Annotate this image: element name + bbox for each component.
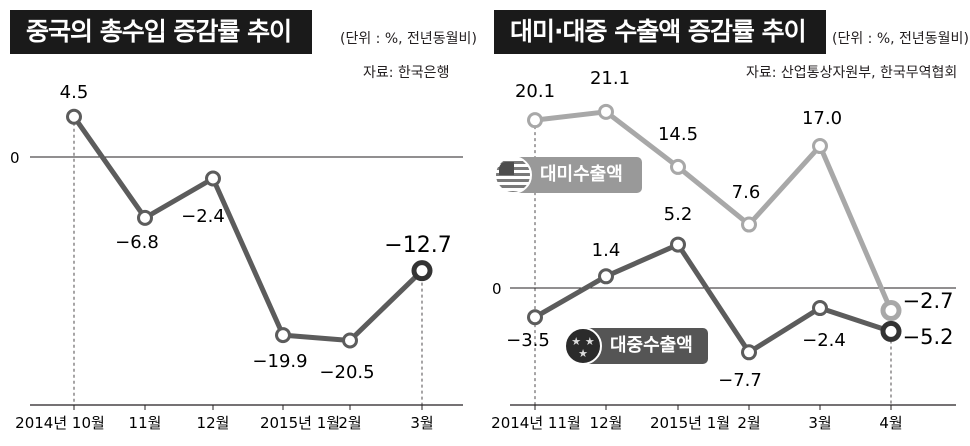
data-point bbox=[275, 327, 291, 344]
y-zero-label: 0 bbox=[10, 149, 20, 167]
x-tick-label: 2015년 1월 bbox=[260, 414, 340, 432]
data-label: 7.6 bbox=[732, 182, 761, 203]
chart-source: 자료: 한국은행 bbox=[363, 65, 450, 81]
data-label: −2.4 bbox=[181, 206, 225, 227]
chart-unit: (단위 : %, 전년동월비) bbox=[340, 31, 477, 47]
series-line bbox=[534, 109, 894, 312]
data-label: 20.1 bbox=[515, 81, 555, 102]
legend-china-exports: ★ ★ ★ 대중수출액 bbox=[564, 327, 708, 365]
data-label: 5.2 bbox=[664, 204, 693, 225]
us-flag-icon bbox=[494, 156, 532, 194]
data-point bbox=[741, 216, 757, 233]
data-label: 21.1 bbox=[590, 68, 630, 89]
data-point bbox=[527, 309, 543, 326]
x-tick-label: 2014년 11월 bbox=[491, 414, 581, 432]
data-label: −7.7 bbox=[718, 370, 762, 391]
chart-panel-china-imports: 중국의 총수입 증감률 추이 (단위 : %, 전년동월비) 자료: 한국은행 bbox=[0, 0, 478, 446]
x-tick-label: 2014년 10월 bbox=[15, 414, 105, 432]
data-label: −6.8 bbox=[115, 232, 159, 253]
data-label: −5.2 bbox=[903, 325, 954, 349]
data-label: −2.4 bbox=[802, 330, 846, 351]
data-point bbox=[741, 344, 757, 361]
data-point bbox=[598, 268, 614, 285]
data-label: 4.5 bbox=[60, 82, 89, 103]
x-tick-label: 3월 bbox=[808, 414, 831, 432]
data-label: 1.4 bbox=[592, 240, 621, 261]
data-point bbox=[812, 138, 828, 155]
x-tick-label: 12월 bbox=[590, 414, 623, 432]
chart-unit: (단위 : %, 전년동월비) bbox=[832, 31, 969, 47]
data-label: −19.9 bbox=[252, 351, 307, 372]
x-tick-label: 4월 bbox=[879, 414, 902, 432]
data-label: −2.7 bbox=[903, 289, 954, 313]
data-label: −20.5 bbox=[319, 362, 374, 383]
legend-label: 대미수출액 bbox=[540, 164, 623, 185]
data-label: 17.0 bbox=[802, 108, 842, 129]
data-label: 14.5 bbox=[658, 124, 698, 145]
x-tick-label: 11월 bbox=[129, 414, 162, 432]
data-label: −3.5 bbox=[506, 330, 550, 351]
data-point bbox=[527, 112, 543, 129]
data-label: −12.7 bbox=[384, 233, 451, 258]
chart-panel-exports: 대미·대중 수출액 증감률 추이 (단위 : %, 전년동월비) 자료: 산업통… bbox=[484, 0, 970, 446]
chart-title: 대미·대중 수출액 증감률 추이 bbox=[494, 10, 826, 54]
data-point bbox=[670, 236, 686, 253]
legend-label: 대중수출액 bbox=[610, 335, 693, 356]
data-point bbox=[812, 300, 828, 317]
china-flag-icon: ★ ★ ★ bbox=[564, 327, 602, 365]
series-line bbox=[71, 115, 424, 343]
data-point bbox=[670, 158, 686, 175]
data-point bbox=[66, 108, 82, 125]
x-tick-label: 12월 bbox=[197, 414, 230, 432]
data-point bbox=[137, 209, 153, 226]
data-point bbox=[411, 260, 433, 282]
legend-us-exports: 대미수출액 bbox=[494, 156, 642, 194]
data-point bbox=[880, 300, 902, 322]
y-zero-label: 0 bbox=[492, 280, 502, 298]
x-tick-label: 2월 bbox=[737, 414, 760, 432]
series-line bbox=[533, 242, 892, 355]
chart-source: 자료: 산업통상자원부, 한국무역협회 bbox=[746, 65, 958, 81]
data-point bbox=[598, 103, 614, 120]
data-point bbox=[880, 320, 902, 342]
x-tick-label: 3월 bbox=[410, 414, 433, 432]
x-tick-label: 2015년 1월 bbox=[650, 414, 730, 432]
data-point bbox=[205, 170, 221, 187]
x-tick-label: 2월 bbox=[338, 414, 361, 432]
data-point bbox=[342, 332, 358, 349]
chart-title: 중국의 총수입 증감률 추이 bbox=[10, 10, 312, 54]
